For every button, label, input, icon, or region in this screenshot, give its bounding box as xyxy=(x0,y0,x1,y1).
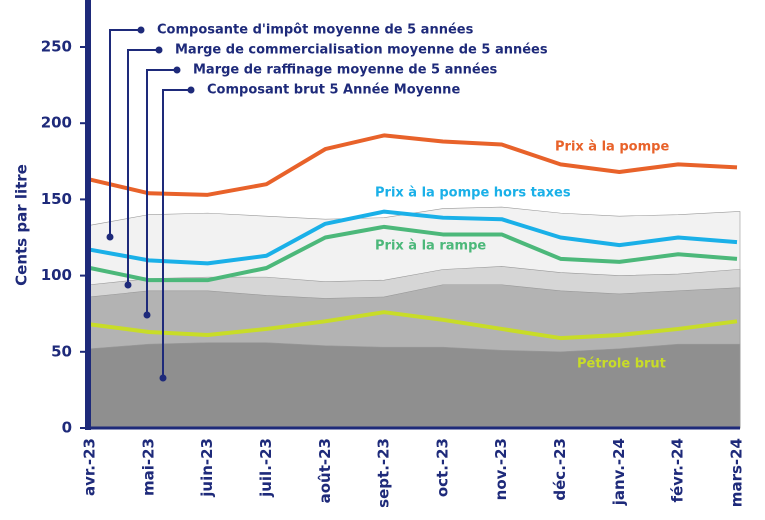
line xyxy=(89,224,738,283)
line xyxy=(89,310,738,341)
y-tick-label: 100 xyxy=(41,266,72,284)
legend-label: Composant brut 5 Année Moyenne xyxy=(207,83,460,98)
leader-dot xyxy=(143,311,151,319)
series-label: Prix à la pompe hors taxes xyxy=(375,186,571,201)
y-tick-label: 250 xyxy=(41,38,72,56)
leader-line xyxy=(146,69,177,315)
y-tick-label: 200 xyxy=(41,114,72,132)
leader-dot xyxy=(159,374,167,382)
leader-dot xyxy=(155,46,163,54)
leader-dot xyxy=(173,66,181,74)
leader-dot xyxy=(187,86,195,94)
series-label: Prix à la rampe xyxy=(375,239,486,254)
area xyxy=(89,342,741,429)
leader-dot xyxy=(137,26,145,34)
leader-line xyxy=(127,49,159,285)
y-axis-label: Cents par litre xyxy=(13,164,31,286)
leader-line xyxy=(162,89,191,378)
legend-label: Composante d'impôt moyenne de 5 années xyxy=(157,23,474,38)
x-tick-label: mars-24 xyxy=(728,438,746,507)
legend-label: Marge de commercialisation moyenne de 5 … xyxy=(175,43,548,58)
x-tick-label: juin-23 xyxy=(198,438,216,498)
x-tick-label: déc.-23 xyxy=(551,438,569,501)
x-tick-label: janv.-24 xyxy=(610,438,628,506)
x-tick-label: nov.-23 xyxy=(492,438,510,500)
x-tick-label: juil.-23 xyxy=(257,438,275,498)
y-tick-label: 0 xyxy=(62,419,72,437)
plot xyxy=(89,133,741,429)
x-tick-label: oct.-23 xyxy=(433,438,451,497)
legend-label: Marge de raffinage moyenne de 5 années xyxy=(193,63,498,78)
leader-dot xyxy=(106,233,114,241)
x-tick-label: mai-23 xyxy=(139,438,157,496)
x-tick-label: sept.-23 xyxy=(375,438,393,508)
x-tick-label: avr.-23 xyxy=(81,438,99,496)
y-tick-label: 50 xyxy=(51,342,72,360)
x-tick-label: févr.-24 xyxy=(669,438,687,503)
legend: Composante d'impôt moyenne de 5 années Ma… xyxy=(106,23,548,382)
y-tick-label: 150 xyxy=(41,190,72,208)
line xyxy=(89,133,738,197)
leader-line xyxy=(109,29,141,237)
series-label: Pétrole brut xyxy=(577,357,666,372)
x-tick-label: août-23 xyxy=(316,438,334,503)
leader-dot xyxy=(124,281,132,289)
line xyxy=(89,209,738,266)
series-label: Prix à la pompe xyxy=(555,140,669,155)
